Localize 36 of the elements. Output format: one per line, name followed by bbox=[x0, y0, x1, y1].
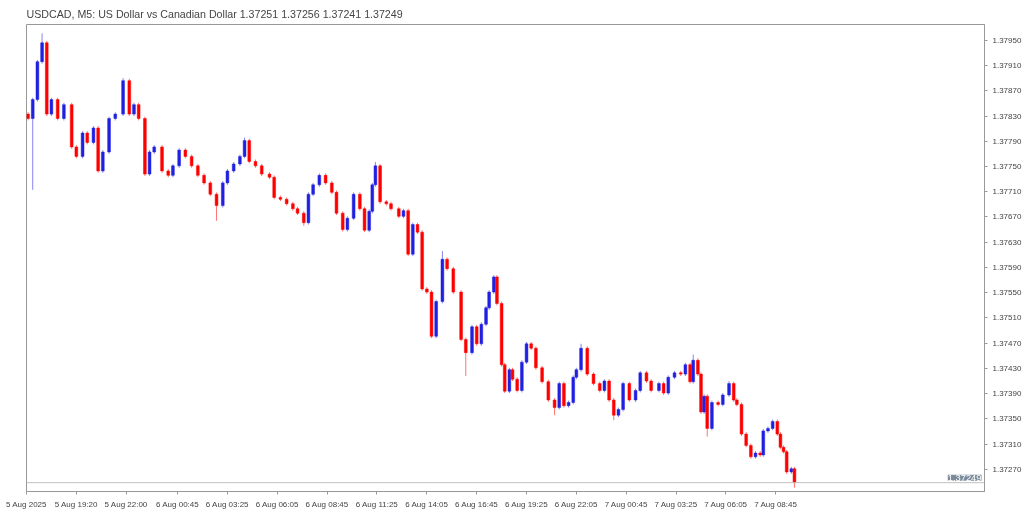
x-tick-label: 6 Aug 14:05 bbox=[405, 499, 449, 509]
x-tick-label: 6 Aug 22:05 bbox=[554, 499, 599, 509]
y-tick-label: 1.37830 bbox=[992, 111, 1022, 121]
x-tick-label: 6 Aug 06:05 bbox=[255, 499, 299, 509]
x-tick-label: 6 Aug 03:25 bbox=[205, 499, 250, 509]
y-tick-label: 1.37590 bbox=[992, 262, 1022, 272]
x-tick-label: 7 Aug 08:45 bbox=[754, 499, 798, 509]
y-tick-label: 1.37550 bbox=[992, 288, 1022, 298]
y-tick-label: 1.37630 bbox=[992, 237, 1022, 247]
x-tick-label: 7 Aug 00:45 bbox=[604, 499, 648, 509]
x-tick-label: 6 Aug 16:45 bbox=[455, 499, 499, 509]
x-tick-label: 5 Aug 2025 bbox=[6, 499, 48, 509]
x-tick-label: 5 Aug 19:20 bbox=[54, 499, 99, 509]
x-tick-label: 7 Aug 06:05 bbox=[704, 499, 748, 509]
x-tick-label: 6 Aug 11:25 bbox=[355, 499, 399, 509]
y-tick-label: 1.37390 bbox=[992, 389, 1022, 399]
y-tick-label: 1.37950 bbox=[992, 35, 1022, 45]
y-tick-label: 1.37870 bbox=[992, 86, 1022, 96]
y-tick-label: 1.37510 bbox=[992, 313, 1022, 323]
y-tick-label: 1.37430 bbox=[992, 363, 1022, 373]
chart-title: USDCAD, M5: US Dollar vs Canadian Dollar 1.37251 1.37256 1.37241 1.37249 bbox=[26, 7, 403, 20]
x-tick-label: 6 Aug 19:25 bbox=[504, 499, 549, 509]
x-tick-label: 6 Aug 08:45 bbox=[305, 499, 349, 509]
y-tick-label: 1.37710 bbox=[992, 187, 1022, 197]
ref-line-label: 1.37249 bbox=[947, 472, 982, 483]
y-tick-label: 1.37350 bbox=[992, 414, 1022, 424]
x-tick-label: 7 Aug 03:25 bbox=[654, 499, 698, 509]
y-tick-label: 1.37270 bbox=[992, 464, 1022, 474]
y-tick-label: 1.37750 bbox=[992, 161, 1022, 171]
y-tick-label: 1.37790 bbox=[992, 136, 1022, 146]
y-tick-label: 1.37910 bbox=[992, 61, 1022, 71]
y-tick-label: 1.37670 bbox=[992, 212, 1022, 222]
y-tick-label: 1.37310 bbox=[992, 439, 1022, 449]
x-tick-label: 6 Aug 00:45 bbox=[156, 499, 200, 509]
x-tick-label: 5 Aug 22:00 bbox=[104, 499, 148, 509]
y-tick-label: 1.37470 bbox=[992, 338, 1022, 348]
